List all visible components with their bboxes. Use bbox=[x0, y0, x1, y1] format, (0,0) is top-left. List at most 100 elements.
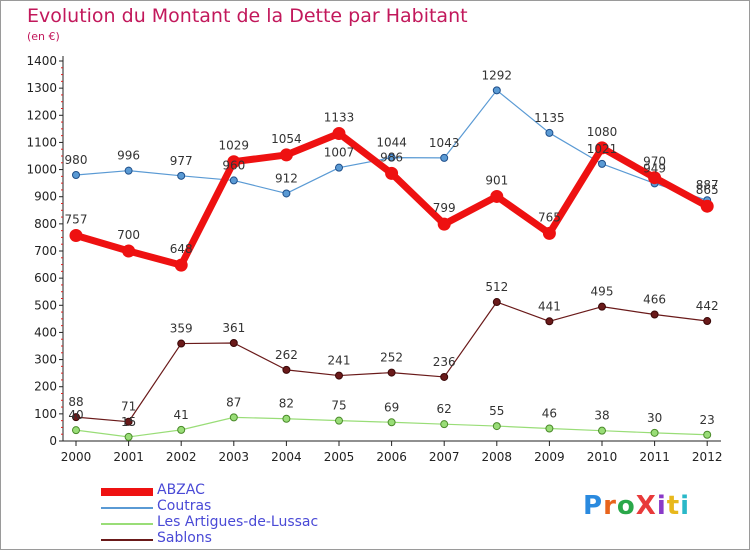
data-point-abzac bbox=[648, 171, 662, 185]
data-point-abzac bbox=[542, 226, 556, 240]
data-label-les-artigues-de-lussac: 30 bbox=[647, 411, 662, 425]
logo-letter: i bbox=[656, 491, 667, 521]
y-tick-label: 1300 bbox=[26, 81, 57, 95]
logo-letter: o bbox=[616, 491, 636, 521]
data-point-coutras bbox=[335, 163, 343, 172]
data-point-les-artigues-de-lussac bbox=[282, 414, 291, 423]
legend-swatch-sablons bbox=[101, 539, 153, 541]
data-label-sablons: 71 bbox=[121, 400, 136, 414]
data-label-coutras: 1292 bbox=[482, 68, 513, 82]
legend-swatch-coutras bbox=[101, 507, 153, 509]
x-tick-label: 2008 bbox=[482, 450, 513, 464]
legend-label-les-artigues-de-lussac: Les Artigues-de-Lussac bbox=[157, 514, 319, 530]
data-point-coutras bbox=[492, 86, 501, 95]
data-point-abzac bbox=[385, 166, 399, 180]
data-point-les-artigues-de-lussac bbox=[650, 428, 659, 437]
data-label-les-artigues-de-lussac: 75 bbox=[331, 399, 346, 413]
x-tick-label: 2006 bbox=[376, 450, 407, 464]
data-label-abzac: 1133 bbox=[324, 110, 355, 124]
y-tick-label: 1100 bbox=[26, 135, 57, 149]
data-label-les-artigues-de-lussac: 82 bbox=[279, 397, 294, 411]
data-point-sablons bbox=[703, 317, 712, 326]
logo-letter: t bbox=[666, 491, 681, 521]
data-point-coutras bbox=[440, 153, 449, 162]
data-label-sablons: 236 bbox=[433, 355, 456, 369]
data-point-sablons bbox=[335, 371, 343, 380]
data-label-coutras: 1043 bbox=[429, 136, 460, 150]
y-tick-label: 200 bbox=[34, 380, 57, 394]
y-tick-label: 700 bbox=[34, 244, 57, 258]
data-point-sablons bbox=[650, 310, 659, 319]
data-point-les-artigues-de-lussac bbox=[703, 430, 712, 439]
data-point-les-artigues-de-lussac bbox=[545, 424, 554, 433]
data-label-les-artigues-de-lussac: 15 bbox=[121, 415, 136, 429]
data-label-les-artigues-de-lussac: 62 bbox=[437, 402, 452, 416]
data-label-coutras: 1021 bbox=[587, 142, 618, 156]
chart-subtitle: (en €) bbox=[27, 30, 60, 43]
y-tick-label: 500 bbox=[34, 298, 57, 312]
x-tick-label: 2012 bbox=[692, 450, 723, 464]
data-label-abzac: 757 bbox=[65, 213, 88, 227]
y-tick-label: 800 bbox=[34, 217, 57, 231]
data-label-sablons: 441 bbox=[538, 299, 561, 313]
data-label-les-artigues-de-lussac: 41 bbox=[174, 408, 189, 422]
data-point-les-artigues-de-lussac bbox=[387, 418, 396, 427]
data-point-abzac bbox=[490, 189, 504, 203]
legend-label-abzac: ABZAC bbox=[157, 482, 205, 498]
data-label-les-artigues-de-lussac: 46 bbox=[542, 407, 557, 421]
data-point-coutras bbox=[177, 171, 186, 180]
data-label-sablons: 262 bbox=[275, 348, 298, 362]
data-point-coutras bbox=[124, 166, 133, 175]
logo-letter: r bbox=[603, 491, 617, 521]
x-tick-label: 2009 bbox=[534, 450, 565, 464]
logo-letter: X bbox=[635, 491, 657, 521]
data-label-coutras: 980 bbox=[65, 153, 88, 167]
data-point-sablons bbox=[492, 298, 501, 307]
legend-label-coutras: Coutras bbox=[157, 498, 212, 514]
data-label-sablons: 361 bbox=[222, 321, 245, 335]
data-label-coutras: 1044 bbox=[376, 136, 407, 150]
data-label-coutras: 996 bbox=[117, 149, 140, 163]
data-point-abzac bbox=[174, 258, 188, 272]
data-label-les-artigues-de-lussac: 40 bbox=[68, 408, 83, 422]
data-point-les-artigues-de-lussac bbox=[440, 420, 449, 429]
legend-label-sablons: Sablons bbox=[157, 530, 212, 546]
x-tick-label: 2010 bbox=[587, 450, 618, 464]
data-point-abzac bbox=[437, 217, 451, 231]
data-point-les-artigues-de-lussac bbox=[124, 432, 133, 441]
x-tick-label: 2000 bbox=[61, 450, 92, 464]
data-point-les-artigues-de-lussac bbox=[72, 426, 80, 435]
data-point-sablons bbox=[387, 368, 396, 377]
data-point-abzac bbox=[595, 141, 609, 155]
logo-letter: P bbox=[583, 491, 604, 521]
data-point-coutras bbox=[598, 159, 606, 168]
data-point-abzac bbox=[279, 148, 293, 162]
y-tick-label: 100 bbox=[34, 407, 57, 421]
y-tick-label: 0 bbox=[49, 434, 57, 448]
data-label-abzac: 1080 bbox=[587, 125, 618, 139]
y-tick-label: 1400 bbox=[26, 54, 57, 68]
x-tick-label: 2004 bbox=[271, 450, 302, 464]
data-point-les-artigues-de-lussac bbox=[598, 426, 606, 435]
data-label-coutras: 960 bbox=[222, 158, 245, 172]
data-label-abzac: 700 bbox=[117, 228, 140, 242]
data-point-coutras bbox=[545, 128, 554, 137]
data-label-les-artigues-de-lussac: 38 bbox=[594, 409, 609, 423]
chart-title: Evolution du Montant de la Dette par Hab… bbox=[27, 5, 468, 27]
x-tick-label: 2003 bbox=[219, 450, 250, 464]
data-point-sablons bbox=[177, 339, 186, 348]
data-label-sablons: 88 bbox=[68, 395, 83, 409]
data-point-abzac bbox=[332, 126, 346, 140]
proxiti-logo: ProXiti bbox=[583, 491, 690, 521]
data-point-sablons bbox=[229, 339, 238, 348]
data-point-les-artigues-de-lussac bbox=[492, 422, 501, 431]
data-point-abzac bbox=[227, 155, 241, 169]
data-label-abzac: 765 bbox=[538, 210, 561, 224]
y-tick-label: 1000 bbox=[26, 163, 57, 177]
data-point-sablons bbox=[545, 317, 554, 326]
data-label-sablons: 359 bbox=[170, 322, 193, 336]
x-tick-label: 2011 bbox=[639, 450, 670, 464]
data-point-sablons bbox=[282, 365, 291, 374]
data-label-abzac: 865 bbox=[696, 183, 719, 197]
